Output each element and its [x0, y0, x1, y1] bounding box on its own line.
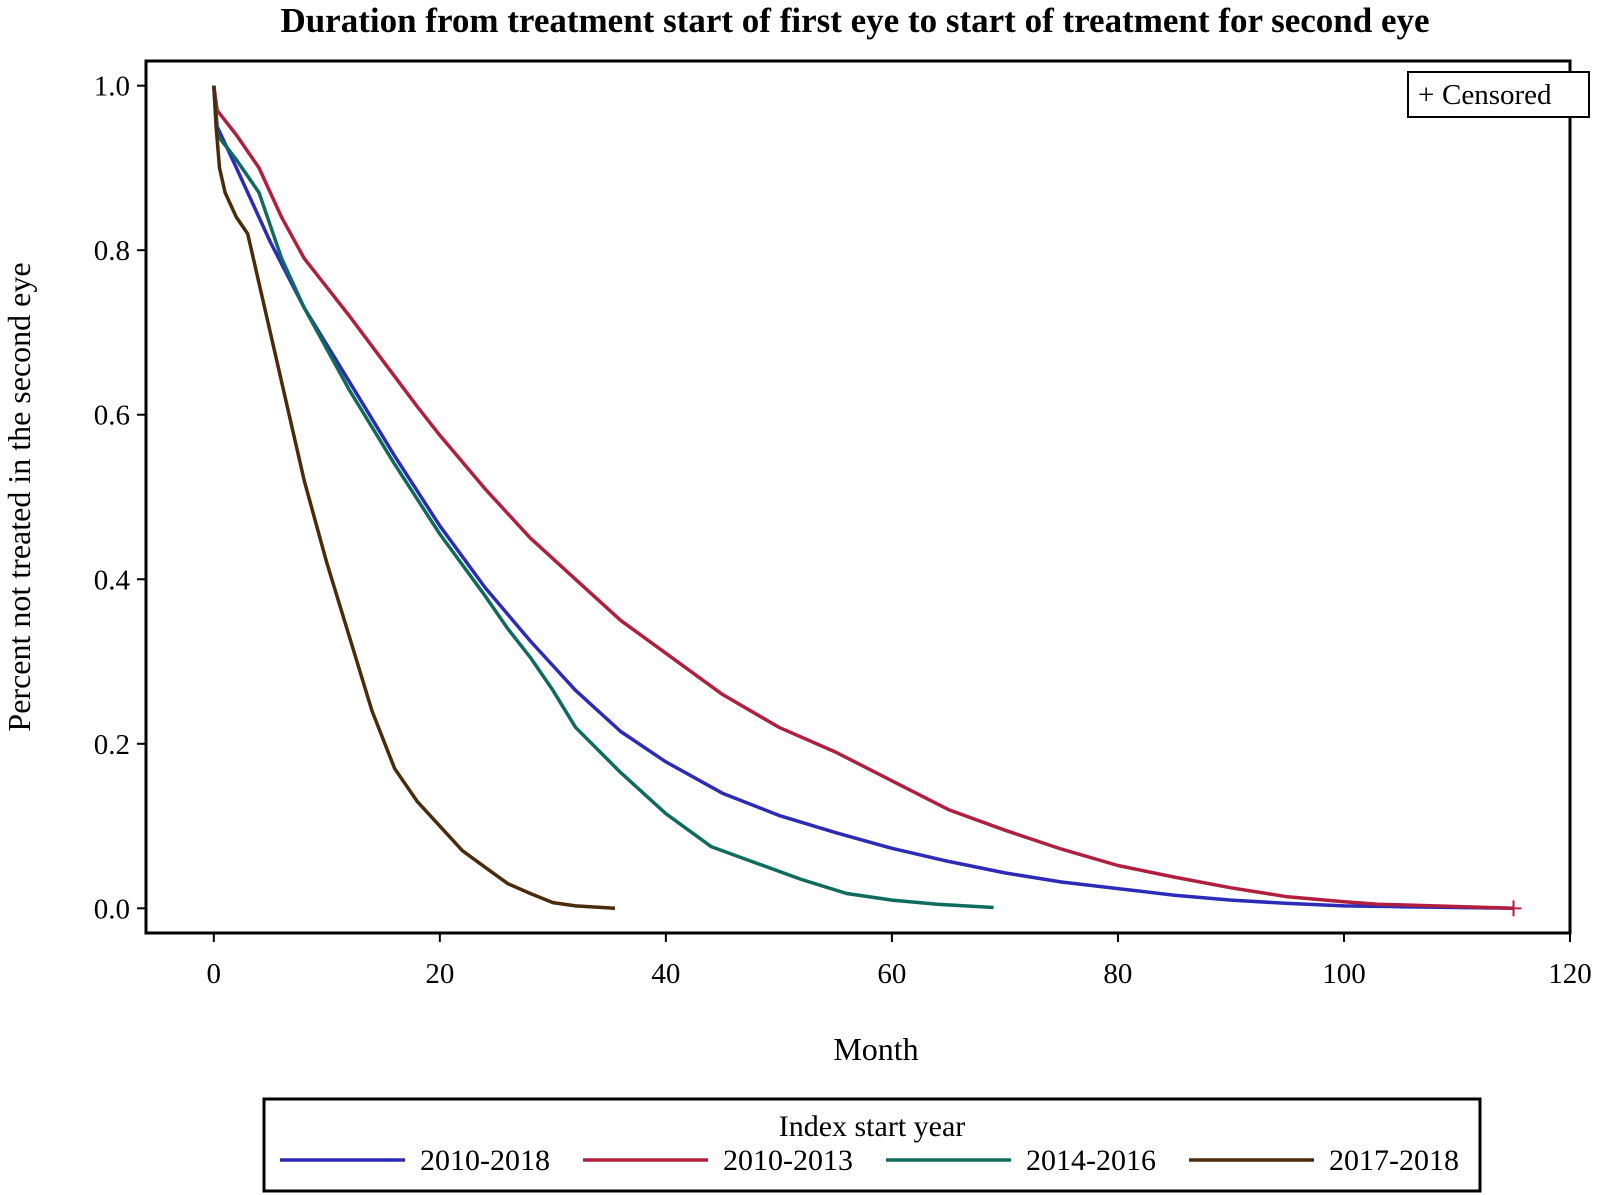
legend-label: 2017-2018 — [1329, 1144, 1459, 1177]
series-line-2014-2016 — [212, 85, 994, 910]
series-line-2010-2013 — [212, 85, 1514, 911]
legend-title: Index start year — [779, 1110, 966, 1143]
y-tick-label: 0.0 — [94, 893, 130, 925]
x-tick-label: 120 — [1548, 958, 1592, 990]
series-line-2017-2018 — [212, 85, 616, 911]
series-line-2010-2018 — [212, 85, 1514, 911]
censor-mark — [1505, 900, 1522, 917]
x-tick-label: 100 — [1322, 958, 1366, 990]
legend-label: 2010-2013 — [723, 1144, 853, 1177]
x-tick-label: 0 — [207, 958, 222, 990]
legend: Index start year 2010-2018 2010-2013 2014-… — [262, 1097, 1482, 1193]
censor-legend-box — [1407, 71, 1590, 118]
series-layer — [212, 85, 1522, 917]
y-axis: 0.0 0.2 0.4 0.6 0.8 1.0 — [94, 71, 146, 925]
x-tick-label: 60 — [877, 958, 906, 990]
y-axis-label: Percent not treated in the second eye — [1, 262, 37, 731]
x-tick-label: 80 — [1103, 958, 1132, 990]
legend-box — [262, 1097, 1482, 1193]
y-tick-label: 0.2 — [94, 729, 130, 761]
plot-frame — [144, 59, 1572, 935]
x-axis: 0 20 40 60 80 100 120 — [207, 933, 1592, 990]
y-tick-label: 0.6 — [94, 400, 130, 432]
censor-symbol: + — [1418, 79, 1434, 111]
chart-title: Duration from treatment start of first e… — [280, 1, 1429, 40]
legend-items: 2010-2018 2010-2013 2014-2016 2017-2018 — [280, 1144, 1459, 1177]
censor-legend: + Censored — [1407, 71, 1590, 118]
legend-label: 2014-2016 — [1026, 1144, 1156, 1177]
x-axis-label: Month — [833, 1031, 918, 1067]
x-tick-label: 20 — [425, 958, 454, 990]
y-tick-label: 1.0 — [94, 71, 130, 103]
censor-label: Censored — [1442, 79, 1552, 111]
y-tick-label: 0.4 — [94, 564, 131, 596]
y-tick-label: 0.8 — [94, 235, 130, 267]
x-tick-label: 40 — [651, 958, 680, 990]
legend-label: 2010-2018 — [420, 1144, 550, 1177]
